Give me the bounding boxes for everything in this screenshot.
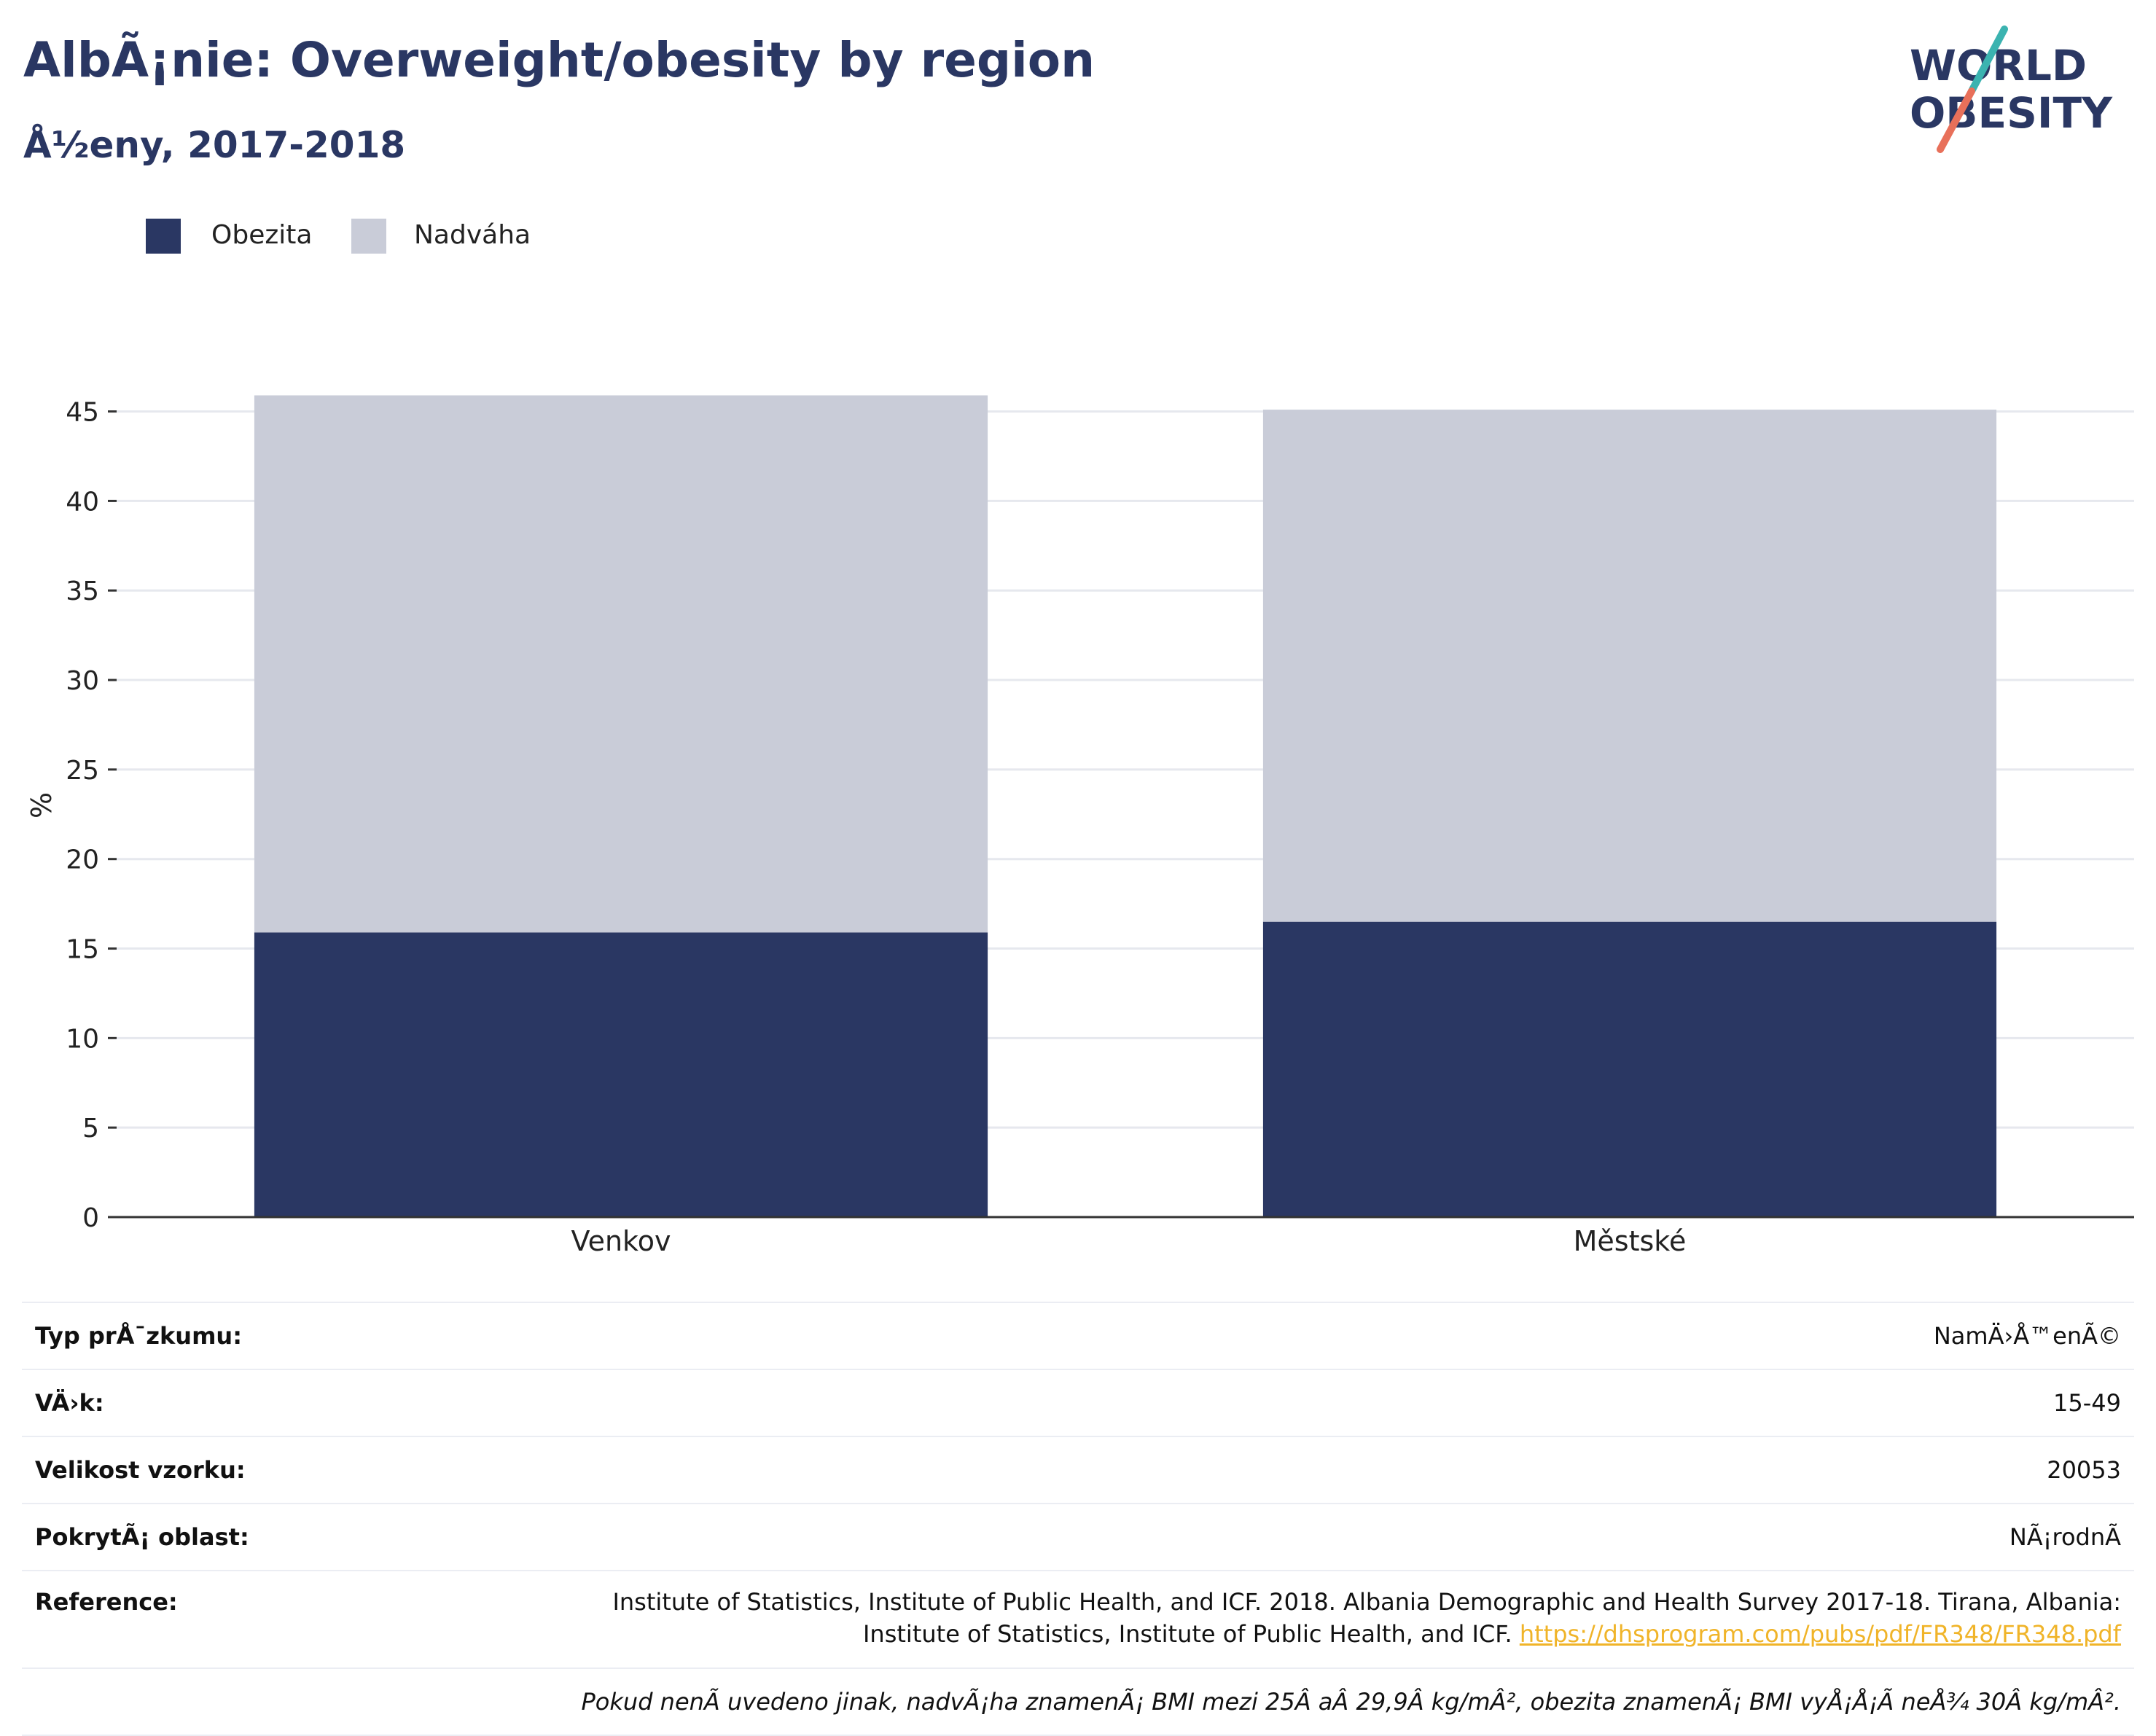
logo-slash-coral xyxy=(1937,87,1975,153)
x-tick-label: Venkov xyxy=(571,1225,671,1257)
info-row-note: Pokud nenÃ uvedeno jinak, nadvÃ¡ha zname… xyxy=(22,1667,2134,1735)
info-label: Velikost vzorku: xyxy=(35,1456,246,1484)
definition-note: Pokud nenÃ uvedeno jinak, nadvÃ¡ha zname… xyxy=(581,1688,2122,1716)
info-row-reference: Reference: Institute of Statistics, Inst… xyxy=(22,1570,2134,1667)
legend-label-obezita: Obezita xyxy=(211,220,313,250)
info-label: VÄ›k: xyxy=(35,1389,104,1417)
info-value: 20053 xyxy=(2047,1456,2121,1484)
reference-citation: Institute of Statistics, Institute of Pu… xyxy=(612,1588,2121,1648)
info-row-coverage: PokrytÃ¡ oblast: NÃ¡rodnÃ xyxy=(22,1503,2134,1570)
bar-nadv-ha-0 xyxy=(254,395,988,933)
survey-info-table: Typ prÅ¯zkumu: NamÄ›Å™enÃ© VÄ›k: 15-49 V… xyxy=(22,1302,2134,1736)
y-tick-label: 0 xyxy=(82,1203,99,1233)
y-tick-label: 40 xyxy=(66,487,99,517)
reference-link[interactable]: https://dhsprogram.com/pubs/pdf/FR348/FR… xyxy=(1519,1620,2121,1648)
y-tick-label: 15 xyxy=(66,935,99,965)
y-tick-label: 20 xyxy=(66,845,99,875)
legend-swatch-obezita xyxy=(146,219,181,254)
bar-obezita-1 xyxy=(1262,921,1997,1217)
axes: 0 5 10 15 20 25 30 35 40 45% Venkov Městské xyxy=(26,398,2134,1257)
info-value: NÃ¡rodnÃ xyxy=(2009,1523,2121,1551)
y-tick-label: 25 xyxy=(66,756,99,786)
x-tick-label: Městské xyxy=(1574,1225,1687,1257)
page-subtitle: Å½eny, 2017-2018 xyxy=(23,124,406,166)
y-tick-label: 30 xyxy=(66,666,99,696)
info-row-survey-type: Typ prÅ¯zkumu: NamÄ›Å™enÃ© xyxy=(22,1302,2134,1369)
info-value: NamÄ›Å™enÃ© xyxy=(1933,1322,2121,1350)
legend-swatch-nadvaha xyxy=(351,219,386,254)
stacked-bar-chart: 0 5 10 15 20 25 30 35 40 45% Venkov Městské xyxy=(26,395,2134,1257)
y-axis-label: % xyxy=(26,792,58,818)
bars xyxy=(254,395,1997,1217)
info-label: Reference: xyxy=(35,1588,178,1616)
reference-text: Institute of Statistics, Institute of Pu… xyxy=(547,1586,2121,1650)
info-value: 15-49 xyxy=(2053,1389,2121,1417)
bar-obezita-0 xyxy=(254,932,988,1217)
info-row-age: VÄ›k: 15-49 xyxy=(22,1369,2134,1436)
y-tick-label: 45 xyxy=(66,398,99,428)
info-label: Typ prÅ¯zkumu: xyxy=(35,1322,242,1350)
legend-label-nadvaha: Nadváha xyxy=(414,220,531,250)
bar-nadv-ha-1 xyxy=(1262,410,1997,922)
logo-slash-teal xyxy=(1968,26,2008,95)
world-obesity-logo: WORLD OBESITY xyxy=(1910,26,2113,153)
page-title: AlbÃ¡nie: Overweight/obesity by region xyxy=(23,32,1095,88)
logo-text-obesity: OBESITY xyxy=(1910,88,2113,138)
y-tick-label: 5 xyxy=(82,1114,99,1143)
y-tick-label: 35 xyxy=(66,576,99,606)
info-row-sample-size: Velikost vzorku: 20053 xyxy=(22,1436,2134,1503)
y-tick-label: 10 xyxy=(66,1024,99,1054)
info-label: PokrytÃ¡ oblast: xyxy=(35,1523,249,1551)
logo-text-world: WORLD xyxy=(1910,41,2087,90)
